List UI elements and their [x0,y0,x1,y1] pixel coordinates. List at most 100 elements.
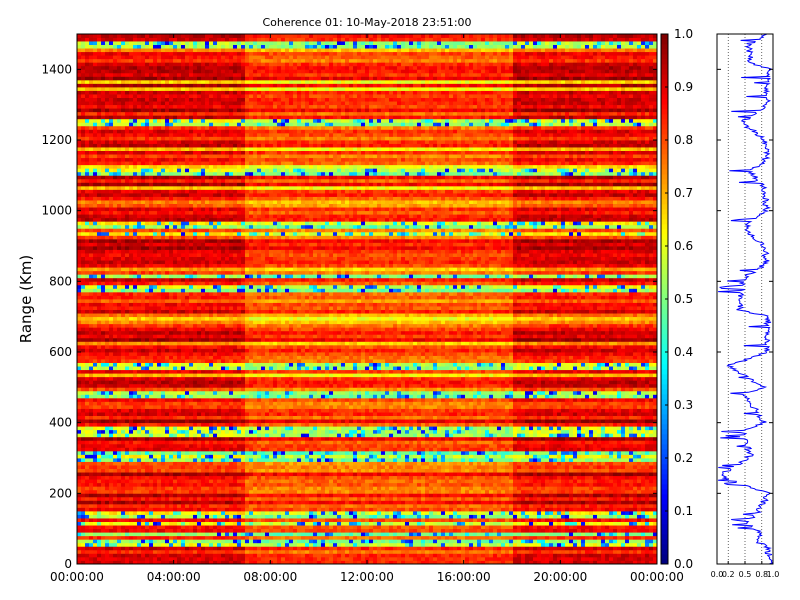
heatmap-cell [165,536,169,540]
heatmap-cell [85,119,89,123]
heatmap-cell [137,80,141,84]
heatmap-cell [165,197,169,201]
heatmap-cell [121,476,125,480]
heatmap-cell [189,235,193,239]
heatmap-cell [105,472,109,476]
heatmap-cell [101,465,105,469]
heatmap-cell [161,331,165,335]
heatmap-cell [177,306,181,310]
heatmap-cell [173,225,177,229]
heatmap-cell [169,94,173,98]
heatmap-cell [197,136,201,140]
heatmap-cell [129,232,133,236]
heatmap-cell [133,38,137,42]
heatmap-cell [85,398,89,402]
heatmap-cell [89,158,93,162]
heatmap-cell [169,73,173,77]
heatmap-cell [177,126,181,130]
heatmap-cell [89,447,93,451]
heatmap-cell [129,172,133,176]
heatmap-cell [201,373,205,377]
heatmap-cell [117,437,121,441]
heatmap-cell [173,168,177,172]
heatmap-cell [97,242,101,246]
heatmap-cell [113,303,117,307]
heatmap-cell [181,218,185,222]
heatmap-cell [145,398,149,402]
heatmap-cell [101,532,105,536]
heatmap-cell [85,536,89,540]
heatmap-cell [101,197,105,201]
heatmap-cell [105,310,109,314]
heatmap-cell [173,352,177,356]
heatmap-cell [97,98,101,102]
heatmap-cell [97,193,101,197]
heatmap-cell [125,394,129,398]
heatmap-cell [129,260,133,264]
heatmap-cell [137,444,141,448]
heatmap-cell [169,228,173,232]
heatmap-cell [121,377,125,381]
heatmap-cell [141,515,145,519]
heatmap-cell [177,437,181,441]
heatmap-cell [157,472,161,476]
heatmap-cell [161,246,165,250]
heatmap-cell [129,536,133,540]
heatmap-cell [201,76,205,80]
heatmap-cell [181,479,185,483]
heatmap-cell [113,119,117,123]
heatmap-cell [205,172,209,176]
heatmap-cell [181,345,185,349]
heatmap-cell [89,200,93,204]
heatmap-cell [201,546,205,550]
heatmap-cell [113,377,117,381]
heatmap-cell [77,264,81,268]
heatmap-cell [117,73,121,77]
heatmap-cell [117,479,121,483]
heatmap-cell [141,250,145,254]
heatmap-cell [117,250,121,254]
heatmap-cell [109,412,113,416]
heatmap-cell [141,165,145,169]
heatmap-cell [109,197,113,201]
heatmap-cell [149,352,153,356]
heatmap-cell [129,204,133,208]
heatmap-cell [189,525,193,529]
heatmap-cell [157,359,161,363]
heatmap-cell [101,52,105,56]
heatmap-cell [201,490,205,494]
heatmap-cell [113,500,117,504]
heatmap-cell [93,267,97,271]
heatmap-cell [165,91,169,95]
heatmap-cell [121,182,125,186]
heatmap-cell [129,539,133,543]
heatmap-cell [153,299,157,303]
heatmap-cell [197,310,201,314]
heatmap-cell [117,45,121,49]
heatmap-cell [109,320,113,324]
heatmap-cell [109,465,113,469]
heatmap-cell [109,370,113,374]
heatmap-cell [129,359,133,363]
heatmap-cell [81,320,85,324]
heatmap-cell [141,317,145,321]
heatmap-cell [93,73,97,77]
heatmap-cell [101,73,105,77]
heatmap-cell [109,200,113,204]
heatmap-cell [105,235,109,239]
heatmap-cell [133,165,137,169]
heatmap-cell [193,225,197,229]
heatmap-cell [125,525,129,529]
heatmap-cell [93,543,97,547]
heatmap-cell [145,228,149,232]
heatmap-cell [173,165,177,169]
heatmap-cell [129,401,133,405]
heatmap-cell [133,472,137,476]
heatmap-cell [201,189,205,193]
heatmap-cell [97,532,101,536]
heatmap-cell [153,525,157,529]
heatmap-cell [113,454,117,458]
heatmap-cell [125,151,129,155]
heatmap-cell [101,66,105,70]
heatmap-cell [77,239,81,243]
